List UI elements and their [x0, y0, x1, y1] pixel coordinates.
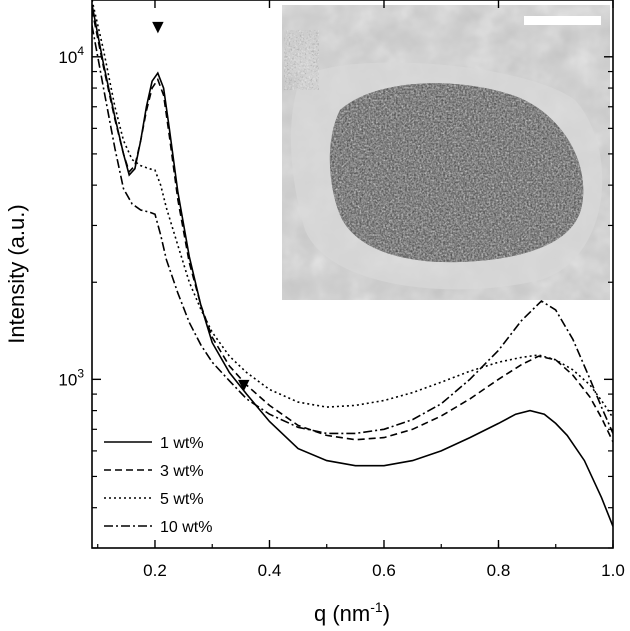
x-tick-label: 0.2 [143, 561, 167, 580]
x-tick-label: 0.4 [258, 561, 282, 580]
y-axis-title: Intensity (a.u.) [4, 204, 29, 343]
markers-group: ▼▼ [152, 17, 250, 393]
legend: 1 wt% 3 wt% 5 wt% 10 wt% [104, 435, 212, 536]
series-line-3 [92, 0, 613, 419]
series-line-4 [92, 25, 613, 435]
x-tick-label: 1.0 [601, 561, 625, 580]
peak-marker: ▼ [152, 17, 164, 35]
plot-frame [91, 0, 614, 549]
x-axis-title: q (nm-1) [314, 599, 390, 626]
series-group [92, 0, 613, 527]
scale-bar [524, 16, 601, 25]
x-tick-label: 0.6 [372, 561, 396, 580]
peak-marker: ▼ [238, 376, 250, 394]
legend-label: 5 wt% [160, 491, 204, 508]
series-line-2 [92, 9, 613, 443]
x-tick-label: 0.8 [487, 561, 511, 580]
inset-micrograph [282, 5, 610, 300]
axes: 0.2 0.4 0.6 0.8 1.0 103 104 [58, 0, 625, 580]
legend-label: 1 wt% [160, 435, 204, 452]
y-tick-label: 103 [58, 366, 84, 389]
legend-label: 10 wt% [160, 519, 212, 536]
legend-label: 3 wt% [160, 463, 204, 480]
y-tick-label: 104 [58, 44, 84, 67]
